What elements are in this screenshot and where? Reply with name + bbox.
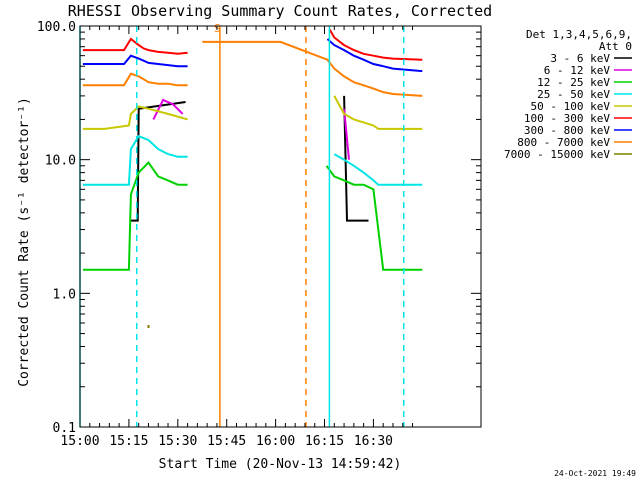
x-tick-label-0: 15:00 (60, 434, 99, 449)
y-tick-label-2: 10.0 (45, 154, 76, 169)
x-tick-label-3: 15:45 (207, 434, 246, 449)
x-axis-label: Start Time (20-Nov-13 14:59:42) (159, 457, 402, 472)
series-line-2 (82, 161, 423, 271)
series-line-1 (152, 98, 350, 160)
plot-frame (79, 25, 482, 428)
legend-label-0: 3 - 6 keV (550, 52, 610, 65)
legend-label-6: 300 - 800 keV (524, 124, 610, 137)
legend-label-3: 25 - 50 keV (537, 88, 610, 101)
series-line-6 (82, 38, 423, 73)
y-axis-label: Corrected Count Rate (s⁻¹ detector⁻¹) (17, 97, 32, 387)
series-line-7 (82, 40, 423, 97)
footer-timestamp: 24-Oct-2021 19:49 (554, 469, 636, 478)
x-tick-label-1: 15:15 (109, 434, 148, 449)
x-tick-label-4: 16:00 (256, 434, 295, 449)
series-line-3 (82, 134, 423, 186)
series-line-4 (82, 95, 423, 130)
chart-title: RHESSI Observing Summary Count Rates, Co… (68, 2, 492, 20)
series-line-0 (130, 95, 369, 222)
series-line-5 (82, 28, 423, 61)
legend-label-5: 100 - 300 keV (524, 112, 610, 125)
legend-header-1: Att 0 (599, 40, 632, 53)
legend-label-8: 7000 - 15000 keV (504, 148, 610, 161)
legend-label-7: 800 - 7000 keV (517, 136, 610, 149)
y-tick-label-1: 1.0 (53, 287, 76, 302)
x-tick-label-2: 15:30 (158, 434, 197, 449)
legend-label-2: 12 - 25 keV (537, 76, 610, 89)
legend-header-0: Det 1,3,4,5,6,9, (526, 28, 632, 41)
x-tick-label-6: 16:30 (354, 434, 393, 449)
legend-label-4: 50 - 100 keV (531, 100, 611, 113)
legend-label-1: 6 - 12 keV (544, 64, 611, 77)
series-layer (82, 28, 423, 328)
x-tick-label-5: 16:15 (305, 434, 344, 449)
axis-layer: 15:00 15:15 15:30 15:45 16:00 16:15 16:30 0.1 1.… (37, 20, 481, 449)
y-tick-label-3: 100.0 (37, 20, 76, 35)
y-tick-label-0: 0.1 (53, 421, 76, 436)
